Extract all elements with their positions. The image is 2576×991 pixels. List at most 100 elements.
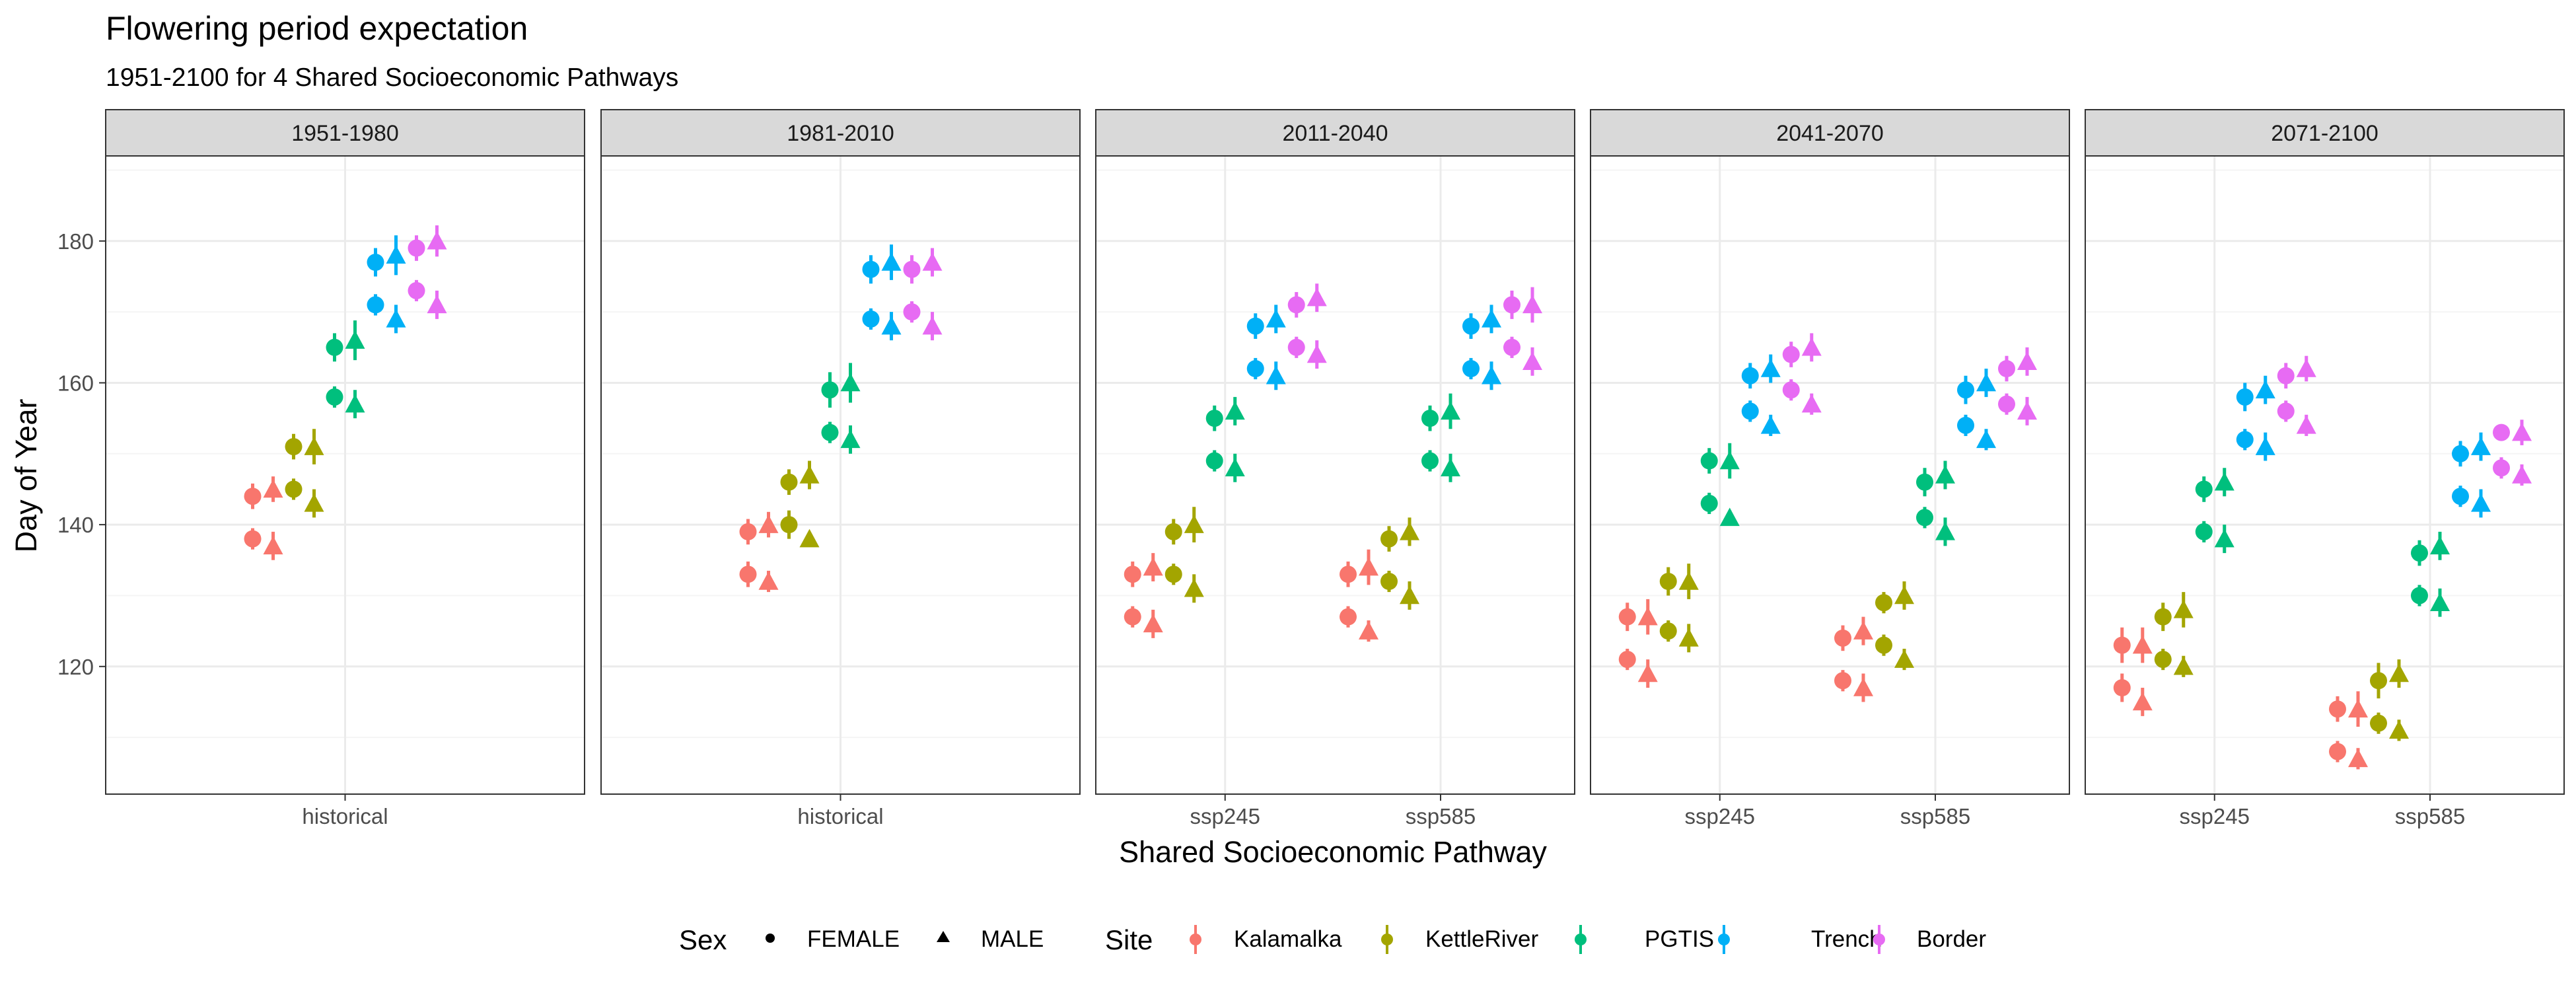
point-male bbox=[1441, 458, 1460, 477]
point-male bbox=[1853, 621, 1873, 640]
point-female bbox=[1957, 381, 1974, 399]
point-female bbox=[1246, 360, 1264, 377]
point-male bbox=[1678, 571, 1699, 590]
point-female bbox=[821, 381, 839, 399]
point-male bbox=[263, 479, 283, 498]
point-male bbox=[1225, 458, 1245, 477]
point-male bbox=[1894, 585, 1914, 605]
point-male bbox=[1522, 295, 1542, 314]
point-male bbox=[2512, 422, 2532, 441]
facet-panel: 2041-2070 ssp245 ssp585 bbox=[1590, 109, 2070, 828]
legend: Sex Site FEMALE MALE Kalamalka KettleRiv… bbox=[679, 924, 1986, 955]
point-female bbox=[739, 523, 757, 540]
point-male bbox=[1760, 415, 1781, 434]
point-male bbox=[2214, 472, 2235, 491]
point-female bbox=[862, 260, 880, 278]
point-male bbox=[427, 295, 447, 314]
point-female bbox=[1741, 402, 1759, 420]
point-female bbox=[2277, 367, 2295, 385]
point-male bbox=[1719, 451, 1740, 470]
point-male bbox=[2430, 593, 2450, 611]
point-female bbox=[1957, 416, 1974, 434]
point-female bbox=[1164, 523, 1182, 540]
legend-key-female bbox=[766, 934, 775, 943]
facet-strip bbox=[1095, 109, 1575, 157]
point-female bbox=[780, 516, 798, 534]
point-female bbox=[244, 488, 262, 505]
point-male bbox=[2512, 465, 2532, 484]
facet-strip-label: 2041-2070 bbox=[1776, 121, 1884, 146]
point-female bbox=[2329, 743, 2346, 760]
point-male bbox=[1482, 309, 1501, 328]
point-female bbox=[862, 310, 880, 328]
x-tick-label: ssp245 bbox=[1685, 804, 1755, 828]
point-female bbox=[1618, 651, 1636, 669]
panel-border bbox=[600, 155, 1081, 795]
point-male bbox=[1719, 507, 1740, 527]
point-male bbox=[1935, 521, 1955, 540]
legend-site-title: Site bbox=[1105, 924, 1153, 955]
facet-panels: 1951-1980 historical 120 140 160 180 1981-2010… bbox=[57, 109, 2565, 828]
point-female bbox=[1834, 629, 1851, 647]
legend-key-border bbox=[1873, 934, 1885, 945]
point-female bbox=[903, 303, 921, 321]
point-female bbox=[408, 281, 425, 299]
point-male bbox=[263, 536, 283, 555]
point-male bbox=[799, 529, 820, 548]
point-male bbox=[2296, 415, 2316, 434]
point-male bbox=[2471, 437, 2491, 455]
point-male bbox=[2132, 692, 2153, 711]
point-female bbox=[1287, 338, 1305, 356]
point-female bbox=[1462, 360, 1480, 377]
point-female bbox=[1205, 410, 1223, 427]
point-male bbox=[2348, 749, 2368, 768]
point-male bbox=[1637, 606, 1658, 626]
facet-strip bbox=[2085, 109, 2565, 157]
x-tick-label: historical bbox=[302, 804, 388, 828]
point-male bbox=[1760, 359, 1781, 377]
legend-site-label: Kalamalka bbox=[1234, 926, 1342, 952]
point-male bbox=[1441, 401, 1460, 420]
point-male bbox=[304, 493, 324, 512]
point-male bbox=[1306, 287, 1327, 307]
x-tick-label: ssp585 bbox=[2395, 804, 2465, 828]
point-male bbox=[758, 515, 779, 533]
point-female bbox=[285, 480, 303, 498]
point-female bbox=[1834, 672, 1851, 690]
point-male bbox=[799, 465, 820, 484]
point-male bbox=[840, 373, 861, 392]
point-female bbox=[2370, 672, 2387, 690]
point-male bbox=[2389, 663, 2409, 682]
point-male bbox=[2173, 599, 2194, 618]
point-female bbox=[1380, 530, 1398, 548]
point-female bbox=[1700, 494, 1718, 512]
point-male bbox=[2214, 529, 2235, 548]
x-tick-label: ssp245 bbox=[2180, 804, 2250, 828]
point-female bbox=[2195, 480, 2213, 498]
point-female bbox=[1782, 381, 1800, 399]
point-female bbox=[2452, 488, 2469, 505]
point-female bbox=[739, 566, 757, 583]
facet-strip bbox=[1590, 109, 2070, 157]
point-female bbox=[1782, 346, 1800, 363]
facet-panel: 1981-2010 historical bbox=[600, 109, 1081, 828]
point-female bbox=[1618, 608, 1636, 626]
point-male bbox=[2430, 536, 2450, 555]
point-male bbox=[2296, 359, 2316, 377]
point-female bbox=[244, 530, 262, 548]
legend-sex-label: MALE bbox=[981, 926, 1044, 952]
point-female bbox=[1462, 317, 1480, 335]
facet-panel: 2011-2040 ssp245 ssp585 bbox=[1095, 109, 1575, 828]
point-female bbox=[780, 473, 798, 491]
point-male bbox=[1935, 465, 1955, 484]
point-male bbox=[1143, 614, 1163, 633]
point-female bbox=[1340, 566, 1357, 583]
point-male bbox=[1359, 621, 1378, 640]
point-female bbox=[2411, 587, 2428, 605]
point-male bbox=[1522, 351, 1542, 371]
point-female bbox=[1741, 367, 1759, 385]
point-male bbox=[2132, 635, 2153, 654]
point-male bbox=[922, 316, 943, 335]
chart-title: Flowering period expectation bbox=[106, 10, 528, 47]
point-female bbox=[1700, 452, 1718, 470]
